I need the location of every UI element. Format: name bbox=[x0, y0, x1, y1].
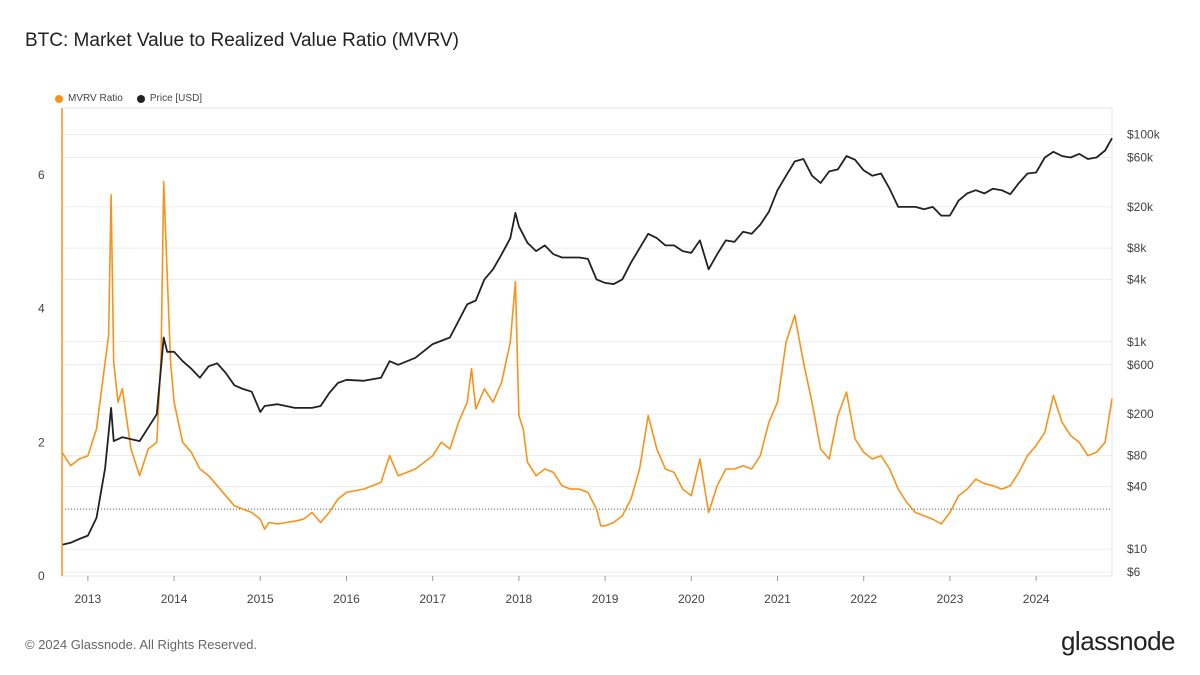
glassnode-logo: glassnode bbox=[1060, 626, 1176, 656]
legend-item-price[interactable]: Price [USD] bbox=[136, 93, 203, 104]
legend-price-label: Price [USD] bbox=[149, 93, 203, 104]
x-tick-2015: 2015 bbox=[247, 592, 274, 606]
x-tick-2018: 2018 bbox=[506, 592, 533, 606]
left-tick-6: 6 bbox=[38, 168, 45, 182]
chart-legend: MVRV Ratio Price [USD] bbox=[55, 93, 202, 104]
legend-mvrv-label: MVRV Ratio bbox=[68, 93, 123, 104]
price-line bbox=[61, 137, 1113, 546]
x-tick-2013: 2013 bbox=[75, 592, 102, 606]
x-tick-2023: 2023 bbox=[937, 592, 964, 606]
x-tick-2022: 2022 bbox=[850, 592, 877, 606]
legend-price-dot bbox=[136, 94, 145, 103]
x-tick-2020: 2020 bbox=[678, 592, 705, 606]
right-tick-9: $20k bbox=[1127, 200, 1154, 214]
right-tick-5: $600 bbox=[1127, 358, 1154, 372]
right-tick-1: $10 bbox=[1127, 542, 1147, 556]
right-tick-6: $1k bbox=[1127, 335, 1147, 349]
right-tick-2: $40 bbox=[1127, 480, 1147, 494]
right-tick-3: $80 bbox=[1127, 448, 1147, 462]
right-tick-4: $200 bbox=[1127, 407, 1154, 421]
chart-title: BTC: Market Value to Realized Value Rati… bbox=[25, 30, 460, 51]
mvrv-line bbox=[61, 180, 1113, 531]
left-tick-2: 2 bbox=[38, 435, 45, 449]
right-tick-8: $8k bbox=[1127, 241, 1147, 255]
right-tick-7: $4k bbox=[1127, 272, 1147, 286]
legend-mvrv-dot bbox=[55, 94, 63, 103]
mvrv-chart: 0 2 4 6 $6 $10 $40 $80 $200 $600 $1k $4k $8k $20k $60k… bbox=[38, 107, 1161, 606]
right-tick-11: $100k bbox=[1127, 127, 1161, 141]
x-tick-2017: 2017 bbox=[419, 592, 446, 606]
copyright-footer: © 2024 Glassnode. All Rights Reserved. bbox=[25, 637, 258, 652]
left-tick-0: 0 bbox=[38, 569, 45, 583]
x-tick-2019: 2019 bbox=[592, 592, 619, 606]
x-tick-2016: 2016 bbox=[333, 592, 360, 606]
right-tick-10: $60k bbox=[1127, 150, 1154, 164]
x-tick-2024: 2024 bbox=[1023, 592, 1050, 606]
x-tick-2014: 2014 bbox=[161, 592, 188, 606]
left-tick-4: 4 bbox=[38, 302, 45, 316]
x-tick-2021: 2021 bbox=[764, 592, 791, 606]
right-tick-0: $6 bbox=[1127, 565, 1141, 579]
legend-item-mvrv[interactable]: MVRV Ratio bbox=[55, 93, 123, 104]
